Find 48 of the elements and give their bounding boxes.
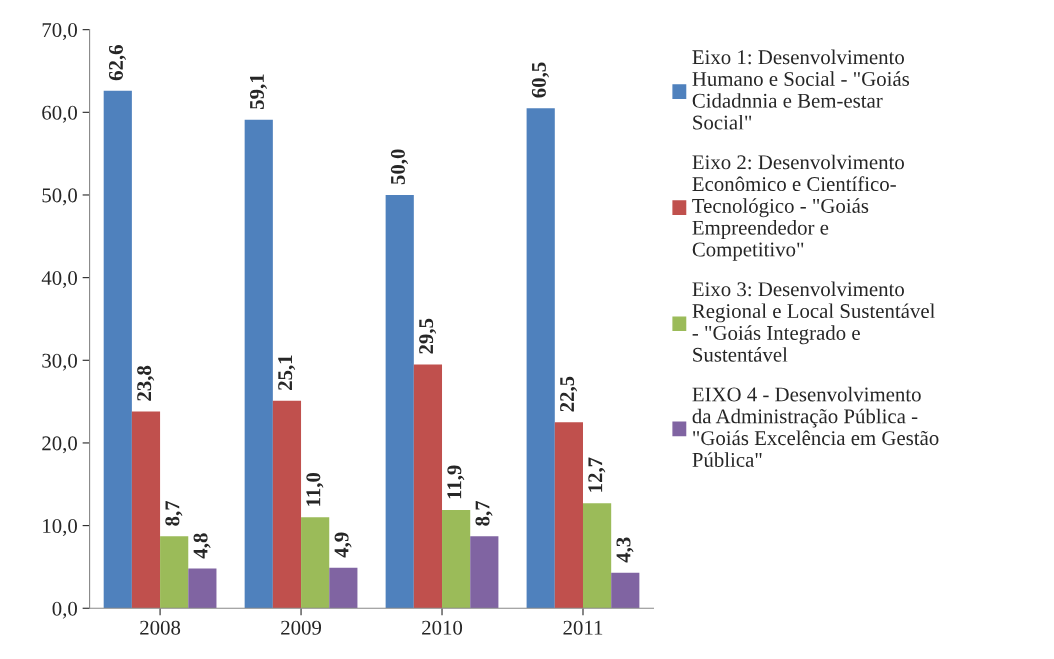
y-tick-label: 50,0 — [42, 188, 77, 206]
bar — [554, 422, 583, 609]
y-tick-label: 40,0 — [41, 271, 77, 289]
bar — [413, 364, 443, 609]
data-label: 4,9 — [334, 532, 352, 558]
legend-label: Eixo 1: Desenvolvimento Humano e Social - "Goiás Cidadnnia e Bem-estar Social" — [692, 49, 910, 130]
bar — [442, 509, 471, 609]
y-tick-label: 0,0 — [52, 601, 77, 619]
data-label: 11,9 — [447, 465, 465, 499]
legend-label: Eixo 2: Desenvolvimento Econômico e Científico- Tecnológico - "Goiás Empreendedor e Competitivo" — [692, 154, 904, 261]
x-tick-label: 2009 — [281, 620, 322, 635]
data-label: 50,0 — [390, 149, 408, 185]
x-tick-label: 2010 — [422, 620, 463, 635]
y-tick-label: 70,0 — [42, 23, 77, 41]
data-label: 8,7 — [165, 500, 183, 526]
data-label: 23,8 — [137, 365, 155, 401]
y-tick-label: 10,0 — [43, 518, 77, 537]
bar — [329, 567, 358, 609]
y-tick-label: 20,0 — [42, 436, 77, 454]
data-label: 22,5 — [560, 376, 578, 412]
bar — [272, 400, 302, 609]
bar — [301, 517, 330, 609]
data-label: 25,1 — [278, 355, 296, 390]
bar — [582, 503, 612, 609]
legend-label: EIXO 4 - Desenvolvimento da Administração Pública - "Goiás Excelência em Gestão Pública" — [692, 386, 939, 467]
bar — [470, 536, 499, 609]
data-label: 4,3 — [616, 537, 634, 563]
bar — [611, 572, 640, 609]
data-label: 62,6 — [109, 45, 127, 81]
bar — [188, 568, 217, 609]
y-tick-label: 30,0 — [42, 353, 77, 371]
bar — [526, 108, 555, 609]
data-label: 11,0 — [306, 472, 324, 506]
bar — [385, 194, 414, 609]
data-label: 29,5 — [419, 318, 437, 354]
bar — [103, 90, 132, 609]
bar — [160, 536, 189, 609]
x-tick-label: 2011 — [563, 620, 603, 635]
data-label: 12,7 — [588, 457, 606, 492]
bar — [244, 119, 273, 609]
x-tick-label: 2008 — [140, 620, 181, 635]
data-label: 60,5 — [531, 62, 549, 98]
data-label: 8,7 — [475, 500, 493, 526]
y-tick-label: 60,0 — [42, 105, 77, 123]
data-label: 4,8 — [193, 533, 211, 559]
legend-label: Eixo 3: Desenvolvimento Regional e Local Sustentável - "Goiás Integrado e Sustentável — [692, 281, 935, 362]
data-label: 59,1 — [249, 74, 267, 109]
bar — [131, 411, 161, 609]
